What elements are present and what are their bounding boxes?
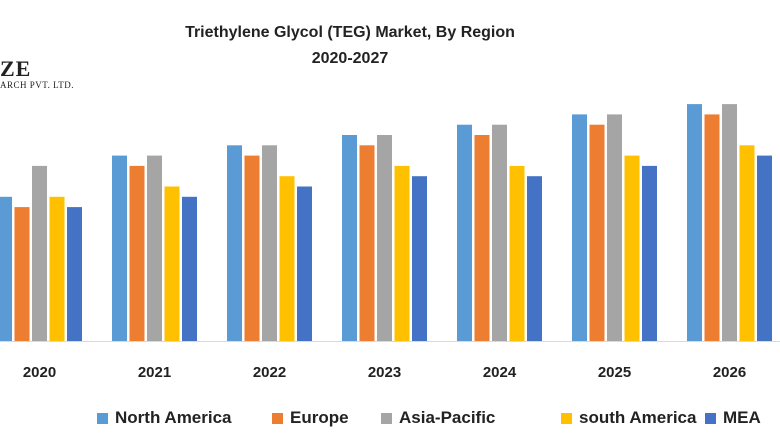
x-tick-label: 2020 xyxy=(23,364,56,381)
bar-north-america-2022 xyxy=(227,145,242,341)
watermark-logo-text: ZE xyxy=(0,56,32,81)
bar-asia-pacific-2023 xyxy=(377,135,392,341)
bar-asia-pacific-2022 xyxy=(262,145,277,341)
legend-swatch xyxy=(272,412,283,424)
bar-south-america-2023 xyxy=(394,165,410,341)
legend-label: MEA xyxy=(723,408,761,427)
bar-europe-2023 xyxy=(359,145,375,341)
x-tick-label: 2026 xyxy=(713,364,746,381)
legend-label: North America xyxy=(115,408,232,427)
bar-europe-2020 xyxy=(14,207,30,341)
bar-mea-2021 xyxy=(182,196,197,341)
bar-north-america-2026 xyxy=(687,104,702,341)
bar-north-america-2021 xyxy=(112,155,127,341)
bar-asia-pacific-2020 xyxy=(32,165,47,341)
legend-label: Asia-Pacific xyxy=(399,408,496,427)
bar-mea-2022 xyxy=(297,186,312,341)
x-tick-label: 2025 xyxy=(598,364,631,381)
bar-europe-2024 xyxy=(474,135,490,341)
bar-north-america-2023 xyxy=(342,135,357,341)
legend-swatch xyxy=(381,412,392,424)
legend-item: MEA xyxy=(705,408,761,428)
legend-item: North America xyxy=(97,408,232,428)
bar-south-america-2021 xyxy=(164,186,180,341)
legend-item: Europe xyxy=(272,408,349,428)
bar-north-america-2025 xyxy=(572,114,587,342)
legend-label: south America xyxy=(579,408,697,427)
x-tick-label: 2023 xyxy=(368,364,401,381)
bar-europe-2022 xyxy=(244,155,260,341)
bar-north-america-2020 xyxy=(0,196,12,341)
bar-europe-2021 xyxy=(129,165,145,341)
bar-asia-pacific-2024 xyxy=(492,124,507,341)
bar-south-america-2020 xyxy=(49,196,65,341)
legend-swatch xyxy=(561,412,572,424)
x-tick-label: 2022 xyxy=(253,364,286,381)
bar-mea-2025 xyxy=(642,165,657,341)
bar-south-america-2026 xyxy=(739,145,755,341)
bar-north-america-2024 xyxy=(457,124,472,341)
bar-asia-pacific-2025 xyxy=(607,114,622,342)
chart-subtitle: 2020-2027 xyxy=(311,50,389,67)
bar-mea-2020 xyxy=(67,207,82,341)
bar-mea-2024 xyxy=(527,176,542,341)
legend-item: Asia-Pacific xyxy=(381,408,495,428)
bar-south-america-2024 xyxy=(509,165,525,341)
legend-item: south America xyxy=(561,408,696,428)
chart-title: Triethylene Glycol (TEG) Market, By Regi… xyxy=(185,24,515,41)
bar-mea-2023 xyxy=(412,176,427,341)
bar-europe-2026 xyxy=(704,114,720,342)
legend-swatch xyxy=(705,412,716,424)
x-tick-label: 2021 xyxy=(138,364,171,381)
bar-south-america-2025 xyxy=(624,155,640,341)
chart-legend: North America Europe Asia-Pacific south Ame… xyxy=(0,402,780,432)
bar-mea-2026 xyxy=(757,155,772,341)
bar-asia-pacific-2026 xyxy=(722,104,737,341)
bar-europe-2025 xyxy=(589,124,605,341)
watermark-logo-subtext: ARCH PVT. LTD. xyxy=(0,80,75,90)
bar-asia-pacific-2021 xyxy=(147,155,162,341)
x-tick-label: 2024 xyxy=(483,364,517,381)
bar-chart: 2020 2021 2022 2023 2024 2025 2026 xyxy=(0,104,780,381)
legend-label: Europe xyxy=(290,408,349,427)
legend-swatch xyxy=(97,412,108,424)
bar-south-america-2022 xyxy=(279,176,295,341)
